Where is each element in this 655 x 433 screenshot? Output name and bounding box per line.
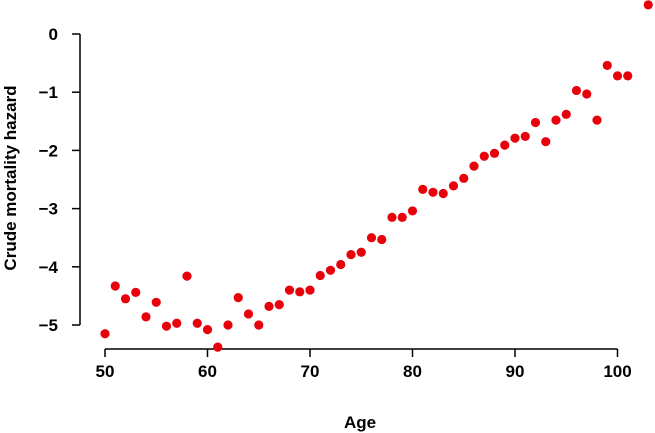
data-point [243, 309, 254, 319]
data-point [377, 234, 387, 245]
y-tick-label: −3 [39, 200, 58, 219]
data-point [448, 181, 459, 191]
y-tick-label: −4 [39, 258, 59, 277]
data-point [161, 321, 172, 331]
data-point [182, 271, 192, 281]
data-point [541, 137, 551, 147]
data-point [407, 206, 418, 216]
data-point [500, 140, 510, 150]
data-point [120, 294, 131, 304]
data-point [418, 184, 428, 194]
y-tick-label: 0 [49, 25, 58, 44]
data-point [336, 259, 346, 270]
data-point [551, 115, 561, 125]
data-point [582, 89, 592, 99]
x-tick-label: 100 [603, 362, 631, 381]
data-point [233, 293, 243, 303]
data-point [489, 148, 500, 158]
data-point [356, 247, 366, 257]
data-point [202, 325, 213, 335]
x-tick-label: 80 [403, 362, 422, 381]
x-axis: 50 60 70 80 90 100 [96, 348, 632, 381]
data-point [479, 151, 489, 161]
x-tick-label: 50 [96, 362, 115, 381]
data-point [213, 342, 223, 352]
x-tick-label: 70 [301, 362, 320, 381]
data-point [141, 312, 151, 322]
data-point [192, 318, 202, 328]
y-tick-label: −2 [39, 141, 58, 160]
data-point [315, 270, 325, 281]
data-points [100, 0, 653, 352]
data-point [131, 287, 141, 298]
data-point [510, 133, 520, 143]
data-point [520, 131, 530, 142]
data-point [110, 281, 120, 291]
data-point [366, 233, 377, 243]
data-point [325, 265, 336, 275]
x-tick-label: 60 [198, 362, 217, 381]
data-point [305, 285, 315, 295]
data-point [530, 117, 541, 128]
data-point [643, 0, 653, 10]
data-point [387, 212, 397, 222]
data-point [254, 320, 264, 330]
data-point [346, 249, 356, 260]
data-point [592, 115, 602, 125]
data-point [602, 60, 612, 71]
data-point [264, 301, 274, 311]
data-point [295, 287, 305, 297]
y-axis-title: Crude mortality hazard [1, 85, 20, 270]
data-point [459, 173, 469, 183]
data-point [274, 300, 284, 310]
data-point [397, 212, 407, 222]
data-point [438, 188, 448, 199]
data-point [612, 71, 623, 81]
data-point [172, 318, 182, 328]
data-point [151, 297, 161, 307]
x-tick-label: 90 [506, 362, 525, 381]
data-point [469, 161, 479, 171]
data-point [100, 329, 110, 339]
data-point [623, 71, 633, 81]
y-tick-label: −1 [39, 83, 58, 102]
data-point [561, 109, 571, 119]
data-point [571, 85, 582, 96]
y-tick-label: −5 [39, 316, 58, 335]
data-point [223, 320, 233, 330]
x-axis-title: Age [344, 413, 376, 432]
data-point [428, 187, 438, 197]
data-point [284, 285, 295, 295]
y-axis: 0 −1 −2 −3 −4 −5 [39, 25, 81, 335]
